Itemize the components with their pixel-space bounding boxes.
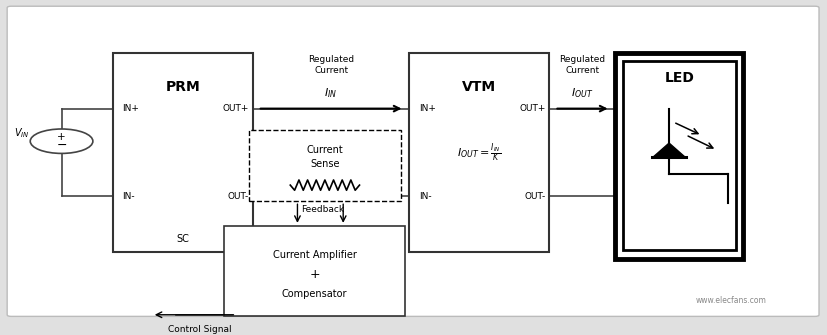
Bar xyxy=(623,61,736,251)
Bar xyxy=(249,130,401,201)
Text: Current Amplifier: Current Amplifier xyxy=(273,250,356,260)
Text: OUT+: OUT+ xyxy=(222,104,249,113)
Text: LED: LED xyxy=(664,70,694,84)
Text: Current: Current xyxy=(307,145,343,155)
Text: −: − xyxy=(56,139,67,152)
Text: Regulated
Current: Regulated Current xyxy=(308,55,354,75)
Bar xyxy=(224,226,405,316)
FancyBboxPatch shape xyxy=(7,6,819,316)
Text: Regulated
Current: Regulated Current xyxy=(559,55,605,75)
Text: OUT+: OUT+ xyxy=(519,104,545,113)
Bar xyxy=(615,53,743,259)
Text: IN+: IN+ xyxy=(122,104,140,113)
Text: Sense: Sense xyxy=(310,159,340,169)
Text: www.elecfans.com: www.elecfans.com xyxy=(696,296,767,305)
Text: IN+: IN+ xyxy=(419,104,436,113)
Text: $V_{IN}$: $V_{IN}$ xyxy=(14,126,30,140)
Text: OUT-: OUT- xyxy=(524,192,545,201)
Text: Compensator: Compensator xyxy=(282,289,347,299)
Text: Feedback: Feedback xyxy=(302,205,345,213)
Text: IN-: IN- xyxy=(419,192,432,201)
Text: $I_{OUT}=\frac{I_{IN}}{K}$: $I_{OUT}=\frac{I_{IN}}{K}$ xyxy=(457,141,501,164)
Text: IN-: IN- xyxy=(122,192,135,201)
Text: +: + xyxy=(309,268,320,281)
Text: VTM: VTM xyxy=(462,80,496,94)
Text: SC: SC xyxy=(176,234,189,244)
Bar xyxy=(409,53,549,252)
Circle shape xyxy=(31,129,93,153)
Text: OUT-: OUT- xyxy=(227,192,249,201)
Polygon shape xyxy=(653,143,685,157)
Text: $I_{IN}$: $I_{IN}$ xyxy=(324,86,337,100)
Text: Control Signal: Control Signal xyxy=(168,325,232,334)
Text: PRM: PRM xyxy=(165,80,200,94)
Text: +: + xyxy=(57,132,66,142)
Bar xyxy=(112,53,253,252)
Text: $I_{OUT}$: $I_{OUT}$ xyxy=(571,86,594,100)
